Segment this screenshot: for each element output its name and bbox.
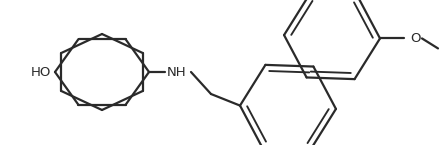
Text: O: O: [410, 32, 421, 45]
Text: HO: HO: [31, 66, 51, 78]
Text: NH: NH: [167, 66, 187, 78]
